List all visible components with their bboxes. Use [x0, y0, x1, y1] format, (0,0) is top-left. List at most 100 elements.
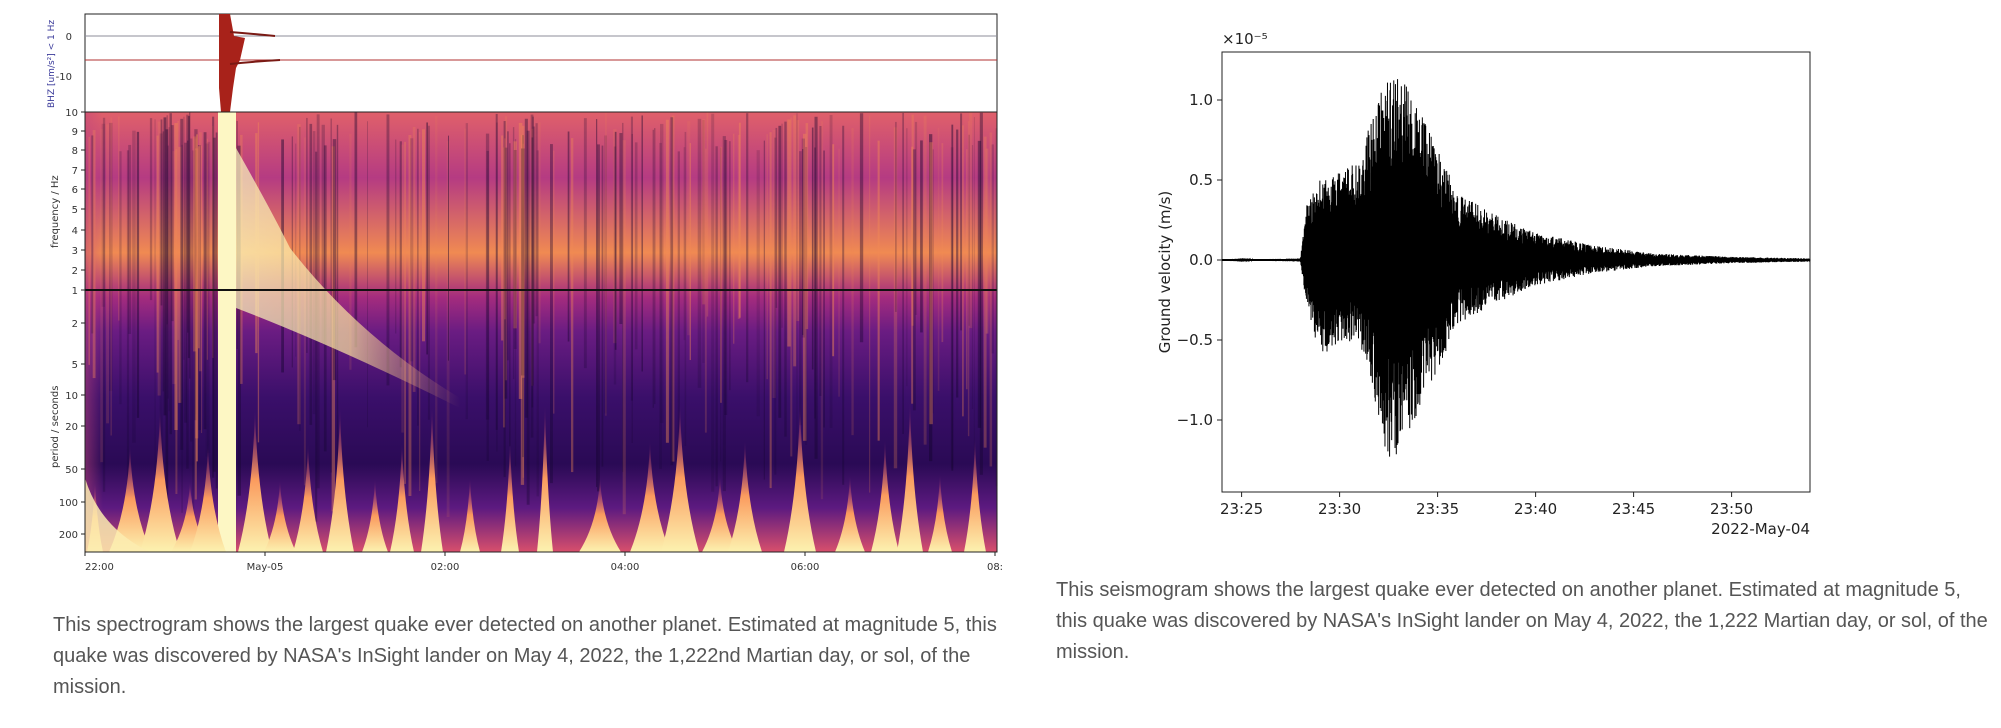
y-tick-label: 1.0 [1189, 91, 1213, 109]
texture-stripe [756, 150, 760, 417]
texture-stripe [991, 144, 994, 354]
texture-stripe [720, 146, 722, 403]
velocity-trace-line [1221, 79, 1811, 457]
spike-cone [190, 444, 226, 552]
spectrogram-area [84, 111, 998, 553]
texture-stripe [520, 134, 525, 485]
x-tick-label: 23:25 [1220, 500, 1263, 518]
spectrogram-caption: This spectrogram shows the largest quake… [53, 614, 997, 698]
texture-stripe [920, 140, 923, 333]
texture-stripe [829, 114, 833, 428]
texture-stripe [911, 146, 914, 404]
texture-stripe [962, 125, 964, 417]
y-tick-label: −0.5 [1177, 331, 1213, 349]
y-axis-ticks: 1.0 0.5 0.0 −0.5 −1.0 [1177, 91, 1222, 429]
texture-stripe [504, 138, 506, 320]
x-tick-label: 23:45 [1612, 500, 1655, 518]
texture-stripe [715, 146, 718, 487]
event-decay-tail [236, 148, 460, 408]
texture-stripe [851, 128, 854, 436]
waveform-ytick-1: -10 [56, 72, 72, 83]
spike-cone [238, 407, 272, 552]
event-energy-column [218, 112, 236, 552]
texture-stripe [446, 141, 450, 518]
x-tick-label: 23:30 [1318, 500, 1361, 518]
texture-stripe [513, 150, 517, 350]
texture-stripe [427, 125, 430, 420]
spike-cone [661, 403, 699, 552]
texture-stripe [597, 144, 600, 492]
texture-stripe [941, 143, 944, 343]
texture-stripe [697, 118, 702, 388]
texture-stripe [971, 145, 974, 410]
texture-stripe [514, 139, 517, 467]
texture-stripe [631, 133, 633, 443]
texture-stripe [207, 141, 211, 453]
texture-stripe [737, 134, 741, 319]
texture-stripe [838, 148, 840, 397]
frequency-axis-label: frequency / Hz [50, 175, 61, 248]
texture-stripe [203, 132, 207, 430]
texture-stripe [819, 126, 822, 397]
texture-stripe [769, 132, 772, 489]
texture-stripe [495, 113, 498, 430]
texture-stripe [410, 138, 414, 362]
texture-stripe [619, 133, 623, 325]
texture-stripe [929, 134, 933, 462]
freq-tick-label: 3 [72, 246, 78, 257]
texture-stripe [604, 135, 607, 414]
texture-stripe [820, 121, 824, 500]
texture-stripe [912, 149, 916, 411]
texture-stripe [973, 116, 975, 455]
texture-stripe [212, 116, 215, 478]
spike-cone [460, 478, 480, 552]
texture-stripe [763, 140, 765, 480]
texture-stripe [784, 121, 787, 437]
texture-stripe [422, 129, 425, 342]
period-tick-label: 10 [65, 391, 78, 402]
y-axis-label: Ground velocity (m/s) [1156, 191, 1174, 354]
texture-stripe [538, 122, 541, 344]
freq-tick-label: 1 [72, 286, 78, 297]
texture-stripe [503, 147, 506, 428]
freq-tick-label: 7 [72, 166, 78, 177]
texture-stripe [929, 142, 933, 425]
spec-x-tick-label: 02:00 [431, 562, 460, 573]
y-tick-label: 0.0 [1189, 251, 1213, 269]
texture-stripe [983, 136, 987, 448]
texture-stripe [967, 121, 970, 437]
texture-stripe [507, 131, 509, 361]
texture-stripe [687, 121, 691, 336]
texture-stripe [312, 131, 316, 415]
texture-stripe [746, 113, 749, 383]
texture-stripe [485, 133, 490, 420]
texture-stripe [532, 126, 536, 324]
texture-stripe [465, 123, 468, 420]
texture-stripe [571, 138, 574, 473]
texture-stripe [787, 119, 791, 347]
texture-stripe [641, 115, 643, 372]
texture-stripe [677, 151, 680, 522]
texture-stripe [212, 137, 216, 472]
texture-stripe [512, 127, 515, 380]
texture-stripe [911, 114, 914, 326]
texture-stripe [774, 137, 777, 475]
texture-stripe [509, 143, 511, 447]
texture-stripe [772, 129, 776, 398]
edge-glow [85, 478, 150, 552]
texture-stripe [536, 150, 539, 497]
texture-stripe [738, 122, 741, 318]
texture-stripe [622, 122, 624, 472]
spike-cone [835, 475, 865, 552]
texture-stripe [426, 122, 428, 355]
spike-cone [362, 479, 388, 552]
texture-stripe [417, 128, 419, 426]
texture-stripe [399, 141, 402, 368]
texture-stripe [932, 149, 934, 414]
freq-tick-label: 2 [72, 266, 78, 277]
freq-tick-label: 8 [72, 146, 78, 157]
spike-cone [928, 474, 952, 552]
texture-stripe [684, 131, 687, 446]
spike-cone [728, 439, 762, 552]
